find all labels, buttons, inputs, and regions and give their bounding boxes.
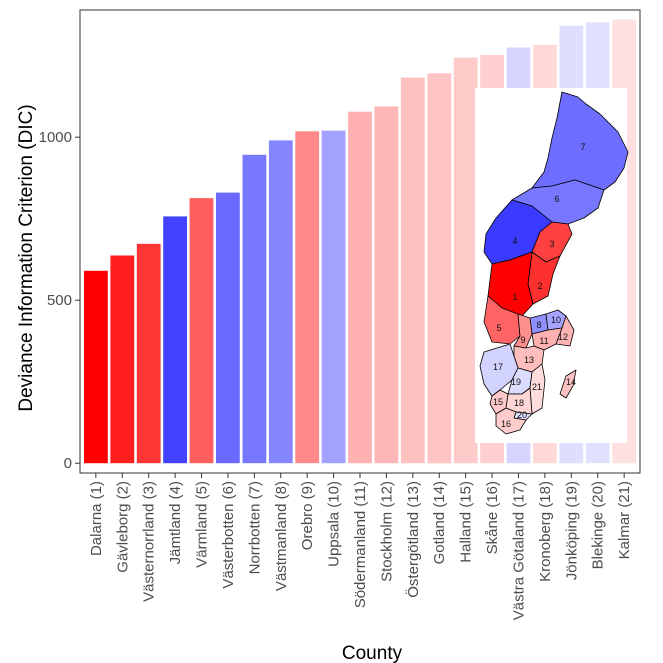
map-label-10: 10 bbox=[551, 315, 561, 325]
y-tick-label: 500 bbox=[47, 292, 72, 309]
map-region-5 bbox=[483, 295, 521, 345]
map-label-1: 1 bbox=[512, 292, 517, 302]
y-tick-label: 1000 bbox=[39, 129, 72, 146]
x-tick-label: Östergötland (13) bbox=[404, 481, 422, 598]
x-tick-label: Västerbotten (6) bbox=[220, 481, 237, 589]
bar-5 bbox=[189, 198, 214, 464]
map-label-17: 17 bbox=[493, 362, 503, 372]
sweden-inset-map: 7 6 4 3 2 1 5 8 10 9 12 11 13 17 19 21 1… bbox=[475, 88, 629, 443]
bar-11 bbox=[348, 111, 372, 464]
map-region-16 bbox=[495, 407, 527, 435]
x-tick-label: Kalmar (21) bbox=[616, 481, 633, 559]
x-tick-label: Gotland (14) bbox=[431, 481, 448, 564]
bar-13 bbox=[400, 77, 425, 464]
map-label-14: 14 bbox=[566, 377, 576, 387]
x-tick-label: Södermanland (11) bbox=[352, 481, 369, 608]
map-label-2: 2 bbox=[537, 281, 542, 291]
x-tick-label: Orebro (9) bbox=[299, 481, 316, 550]
x-tick-label: Västra Götaland (17) bbox=[511, 481, 528, 620]
bar-4 bbox=[163, 216, 187, 464]
map-label-5: 5 bbox=[496, 323, 501, 333]
map-label-9: 9 bbox=[520, 335, 525, 345]
x-tick-label: Gävleborg (2) bbox=[114, 481, 131, 573]
bar-14 bbox=[427, 73, 452, 464]
map-region-17 bbox=[479, 343, 519, 397]
bar-3 bbox=[136, 243, 161, 464]
map-label-7: 7 bbox=[580, 142, 585, 152]
bar-1 bbox=[84, 270, 108, 464]
bar-10 bbox=[321, 130, 346, 464]
x-tick-label: Kronoberg (18) bbox=[537, 481, 554, 582]
x-tick-label: Västmanland (8) bbox=[273, 481, 290, 591]
x-axis-title: County bbox=[342, 643, 403, 663]
map-region-6 bbox=[511, 179, 605, 225]
x-tick-label: Blekinge (20) bbox=[590, 481, 607, 569]
x-tick-label: Jönköping (19) bbox=[563, 481, 580, 580]
map-label-21: 21 bbox=[532, 382, 542, 392]
map-label-16: 16 bbox=[501, 419, 511, 429]
map-label-19: 19 bbox=[511, 377, 521, 387]
map-label-15: 15 bbox=[493, 397, 503, 407]
bar-7 bbox=[242, 154, 267, 464]
bar-12 bbox=[374, 106, 399, 464]
map-label-4: 4 bbox=[512, 236, 517, 246]
x-axis: Dalarna (1) Gävleborg (2) Västernorrland (… bbox=[88, 473, 633, 620]
x-tick-label: Västernorrland (3) bbox=[141, 481, 158, 602]
x-tick-label: Dalarna (1) bbox=[88, 481, 105, 556]
x-tick-label: Norrbotten (7) bbox=[246, 481, 263, 574]
y-axis: 0 500 1000 bbox=[39, 129, 80, 472]
bar-6 bbox=[216, 192, 240, 464]
y-tick-label: 0 bbox=[64, 455, 72, 472]
map-label-3: 3 bbox=[549, 239, 554, 249]
x-tick-label: Halland (15) bbox=[458, 481, 475, 563]
map-label-20: 20 bbox=[517, 410, 527, 420]
map-label-6: 6 bbox=[554, 194, 559, 204]
bar-15 bbox=[453, 57, 478, 464]
map-label-11: 11 bbox=[539, 336, 548, 346]
map-label-12: 12 bbox=[558, 332, 568, 342]
x-tick-label: Skåne (16) bbox=[484, 481, 501, 554]
map-label-18: 18 bbox=[514, 398, 524, 408]
x-tick-label: Uppsala (10) bbox=[326, 481, 343, 567]
y-axis-title: Deviance Information Criterion (DIC) bbox=[16, 104, 37, 411]
bar-9 bbox=[295, 131, 320, 464]
x-tick-label: Jämtland (4) bbox=[167, 481, 184, 564]
map-label-13: 13 bbox=[524, 355, 534, 365]
map-label-8: 8 bbox=[536, 320, 541, 330]
bar-8 bbox=[268, 140, 293, 464]
bar-2 bbox=[110, 255, 135, 464]
map-region-14 bbox=[559, 369, 577, 399]
x-tick-label: Värmland (5) bbox=[194, 481, 211, 568]
x-tick-label: Stockholm (12) bbox=[378, 481, 395, 582]
